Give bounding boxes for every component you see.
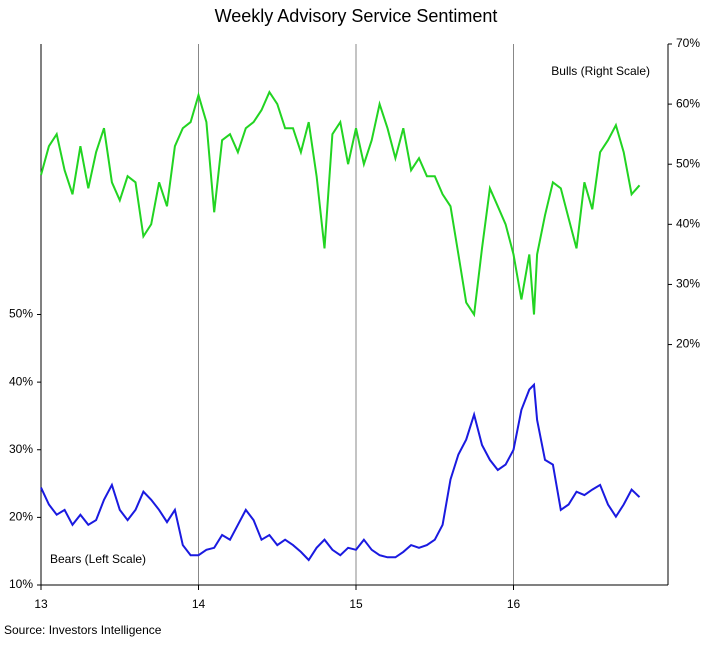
y2-tick-label: 70%	[676, 36, 700, 50]
x-tick-label: 15	[349, 597, 363, 611]
y-tick-label: 30%	[9, 442, 33, 456]
legend-label: Bulls (Right Scale)	[551, 64, 650, 78]
legend-label: Bears (Left Scale)	[50, 552, 146, 566]
chart-title: Weekly Advisory Service Sentiment	[215, 6, 498, 26]
y2-tick-label: 30%	[676, 277, 700, 291]
series-line	[40, 90, 641, 318]
y-tick-label: 20%	[9, 510, 33, 524]
series-line	[40, 382, 641, 562]
y2-tick-label: 40%	[676, 217, 700, 231]
y2-tick-label: 60%	[676, 96, 700, 110]
y-tick-label: 10%	[9, 577, 33, 591]
x-tick-label: 13	[34, 597, 48, 611]
x-tick-label: 14	[192, 597, 206, 611]
y2-tick-label: 50%	[676, 156, 700, 170]
y2-tick-label: 20%	[676, 337, 700, 351]
y-tick-label: 50%	[9, 307, 33, 321]
source-note: Source: Investors Intelligence	[4, 623, 162, 637]
y-tick-label: 40%	[9, 374, 33, 388]
x-tick-label: 16	[507, 597, 521, 611]
